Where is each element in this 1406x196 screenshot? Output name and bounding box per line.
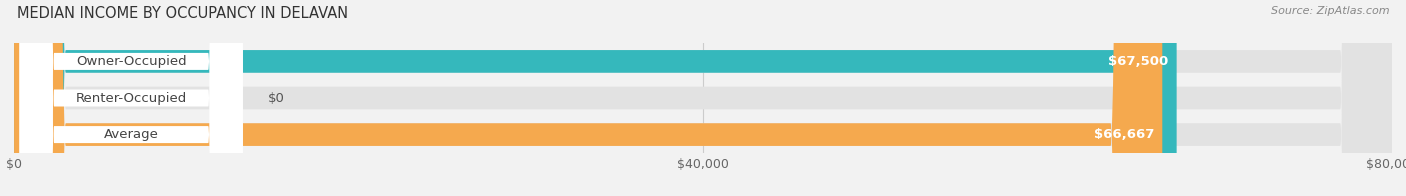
Text: MEDIAN INCOME BY OCCUPANCY IN DELAVAN: MEDIAN INCOME BY OCCUPANCY IN DELAVAN xyxy=(17,6,349,21)
Text: Owner-Occupied: Owner-Occupied xyxy=(76,55,187,68)
FancyBboxPatch shape xyxy=(14,0,1392,196)
Text: $66,667: $66,667 xyxy=(1094,128,1154,141)
FancyBboxPatch shape xyxy=(14,0,1392,196)
Text: $0: $0 xyxy=(267,92,284,104)
FancyBboxPatch shape xyxy=(20,0,243,196)
Text: Average: Average xyxy=(104,128,159,141)
Text: Renter-Occupied: Renter-Occupied xyxy=(76,92,187,104)
Text: $67,500: $67,500 xyxy=(1108,55,1168,68)
FancyBboxPatch shape xyxy=(14,0,1163,196)
Text: Source: ZipAtlas.com: Source: ZipAtlas.com xyxy=(1271,6,1389,16)
FancyBboxPatch shape xyxy=(14,0,1392,196)
FancyBboxPatch shape xyxy=(20,0,243,196)
FancyBboxPatch shape xyxy=(20,0,243,196)
FancyBboxPatch shape xyxy=(14,0,1177,196)
